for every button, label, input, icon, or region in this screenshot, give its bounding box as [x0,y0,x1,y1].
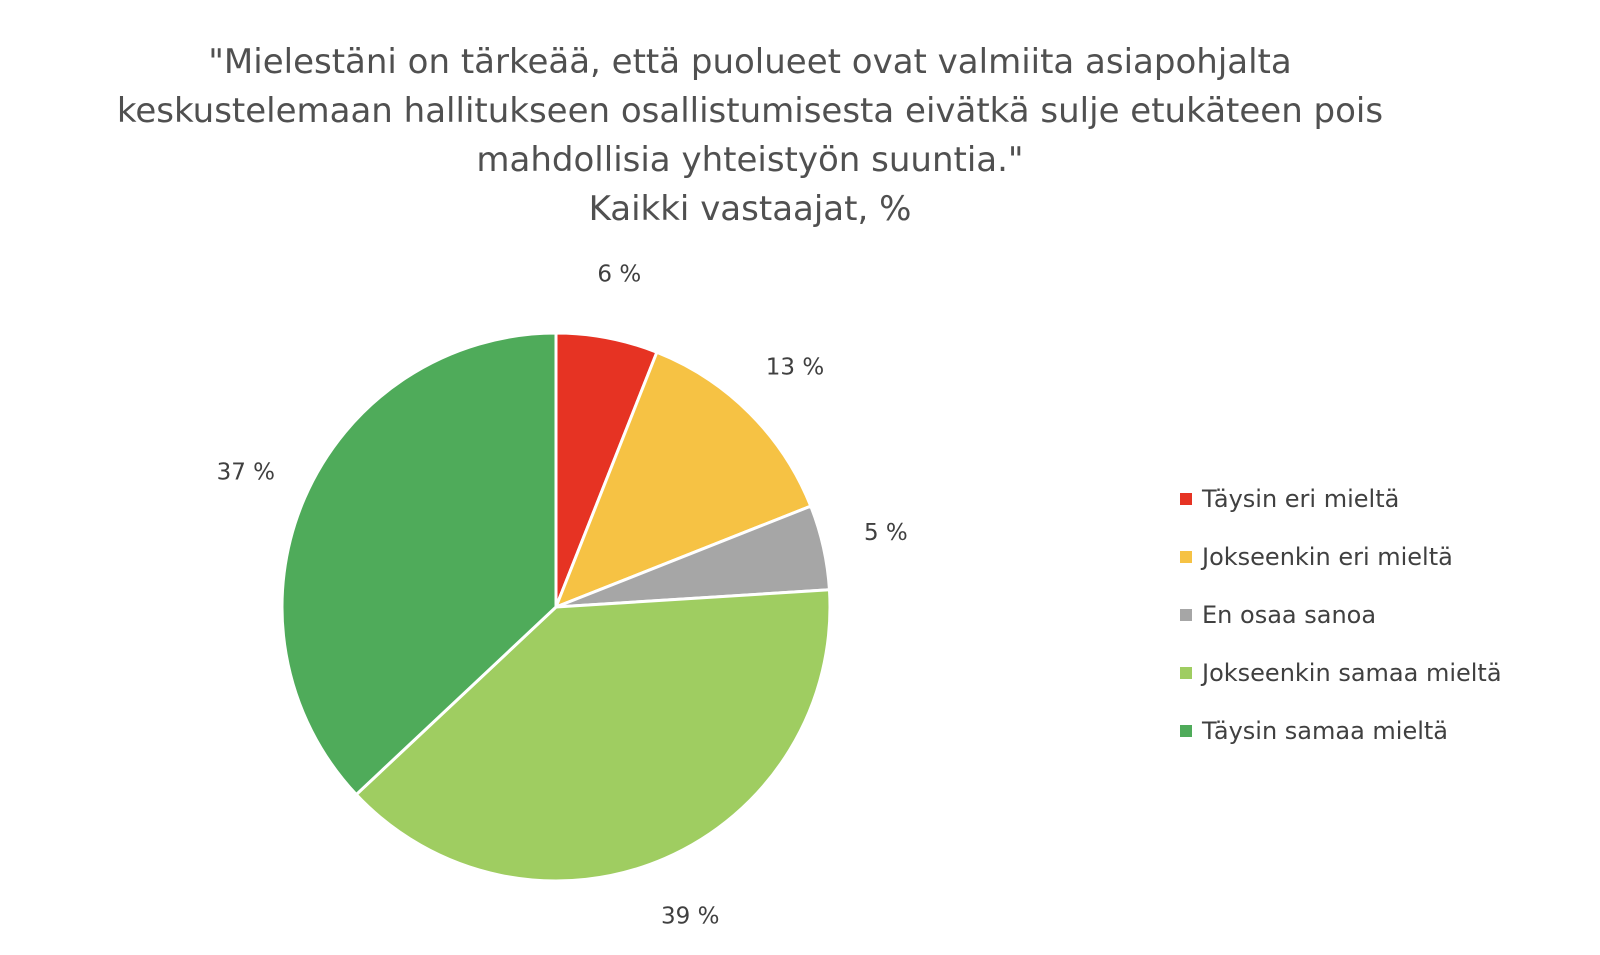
legend-label-taysin-eri-mielta: Täysin eri mieltä [1202,485,1400,513]
legend-label-taysin-samaa-mielta: Täysin samaa mieltä [1202,717,1449,745]
pie-slice-jokseenkin-samaa-mielta [354,588,832,883]
legend-item-en-osaa-sanoa: En osaa sanoa [1180,586,1502,644]
legend: Täysin eri mieltä Jokseenkin eri mieltä … [1180,470,1502,760]
legend-label-jokseenkin-eri-mielta: Jokseenkin eri mieltä [1202,543,1453,571]
pie-data-labels: 6 % 13 % 5 % 39 % 37 % [217,261,908,929]
chart-title-line-1: "Mielestäni on tärkeää, että puolueet ov… [208,42,1292,82]
legend-item-jokseenkin-eri-mielta: Jokseenkin eri mieltä [1180,528,1502,586]
legend-swatch-en-osaa-sanoa [1180,609,1192,621]
chart-title-line-2: keskustelemaan hallitukseen osallistumis… [116,91,1384,131]
pie-slices [280,331,832,883]
legend-swatch-jokseenkin-eri-mielta [1180,551,1192,563]
chart-title-line-4: Kaikki vastaajat, % [588,189,912,229]
legend-label-jokseenkin-samaa-mielta: Jokseenkin samaa mieltä [1202,659,1502,687]
chart-title: "Mielestäni on tärkeää, että puolueet ov… [60,38,1440,234]
data-label-taysin-eri-mielta: 6 % [597,261,641,287]
legend-item-taysin-eri-mielta: Täysin eri mieltä [1180,470,1502,528]
data-label-jokseenkin-eri-mielta: 13 % [766,354,824,380]
pie-slice-jokseenkin-eri-mielta [554,350,813,609]
legend-item-jokseenkin-samaa-mielta: Jokseenkin samaa mieltä [1180,644,1502,702]
legend-label-en-osaa-sanoa: En osaa sanoa [1202,601,1377,629]
legend-swatch-taysin-samaa-mielta [1180,725,1192,737]
data-label-en-osaa-sanoa: 5 % [864,520,908,546]
legend-swatch-jokseenkin-samaa-mielta [1180,667,1192,679]
data-label-jokseenkin-samaa-mielta: 39 % [661,904,719,930]
data-label-taysin-samaa-mielta: 37 % [217,459,275,485]
chart-title-line-3: mahdollisia yhteistyön suuntia." [476,140,1024,180]
legend-item-taysin-samaa-mielta: Täysin samaa mieltä [1180,702,1502,760]
legend-swatch-taysin-eri-mielta [1180,493,1192,505]
pie-slice-taysin-samaa-mielta [280,331,558,797]
